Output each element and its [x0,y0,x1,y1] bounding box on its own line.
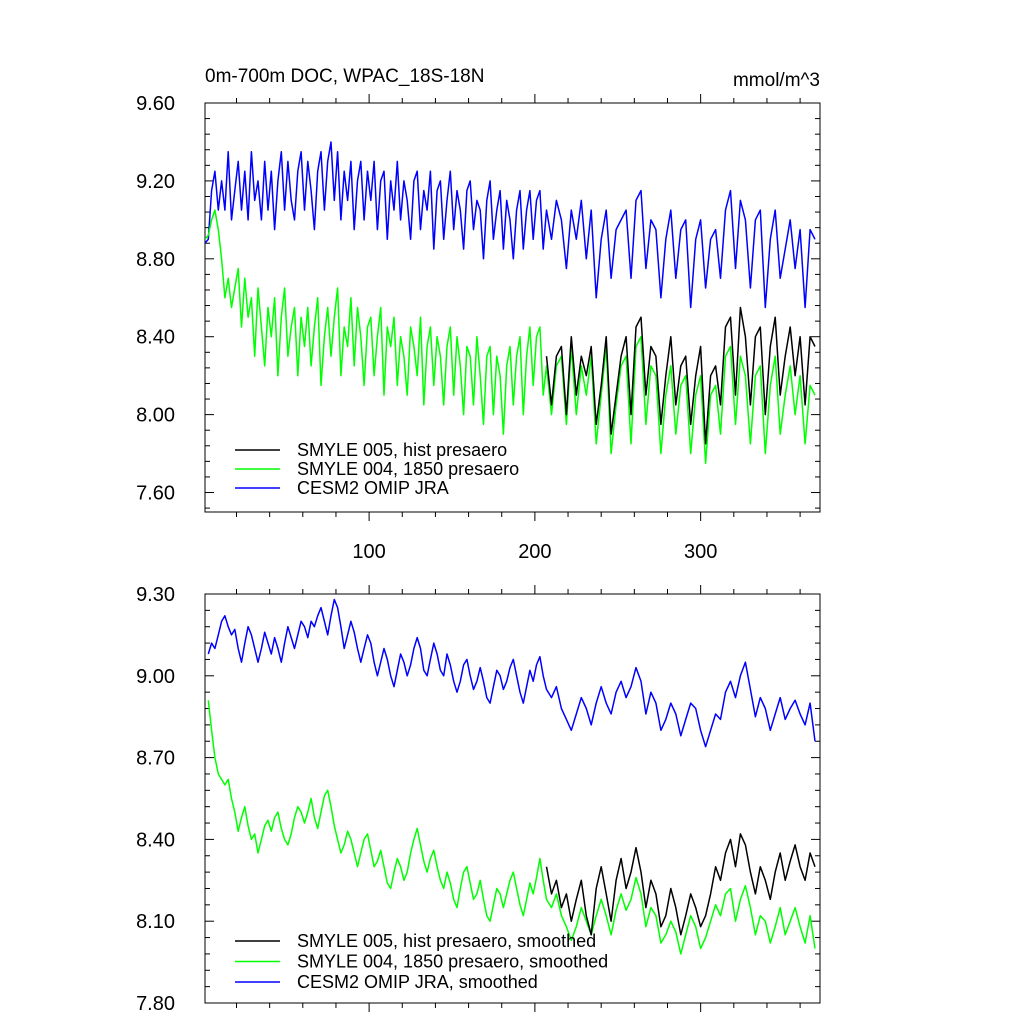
series-line-2 [207,598,816,748]
series-line-2 [205,141,816,309]
series-line-1 [207,700,816,955]
y-tick-label: 7.60 [136,483,175,505]
y-tick-label: 8.10 [136,911,175,933]
x-tick-label: 300 [684,541,717,563]
legend-label: SMYLE 005, hist presaero, smoothed [297,931,596,951]
y-tick-label: 8.70 [136,748,175,770]
legend-label: SMYLE 004, 1850 presaero [297,459,519,479]
legend-label: CESM2 OMIP JRA, smoothed [297,972,538,992]
y-tick-label: 9.00 [136,666,175,688]
units-label: mmol/m^3 [733,70,820,91]
x-tick-label: 100 [352,541,385,563]
bottom-panel: 9.30 9.00 8.70 8.40 8.10 7.80 SMYLE 005, hist … [136,584,821,1015]
plot-frame [204,102,821,513]
y-tick-label: 8.00 [136,405,175,427]
chart-title: 0m-700m DOC, WPAC_18S-18N [205,66,484,87]
series-line-1 [205,209,816,465]
legend-label: SMYLE 005, hist presaero [297,440,507,460]
y-tick-label: 9.30 [136,584,175,606]
top-panel: 9.60 9.20 8.80 8.40 8.00 7.60 100 200 300 0m-700m… [136,66,821,563]
y-tick-label: 8.40 [136,327,175,349]
y-tick-label: 9.60 [136,93,175,115]
y-tick-label: 8.40 [136,829,175,851]
legend-label: CESM2 OMIP JRA [297,478,449,498]
y-tick-label: 8.80 [136,249,175,271]
x-tick-label: 200 [518,541,551,563]
y-tick-label: 9.20 [136,171,175,193]
y-tick-label: 7.80 [136,993,175,1015]
series-line-0 [545,833,816,936]
series-line-0 [545,306,816,445]
plot-frame [204,593,821,1004]
legend-label: SMYLE 004, 1850 presaero, smoothed [297,952,608,972]
